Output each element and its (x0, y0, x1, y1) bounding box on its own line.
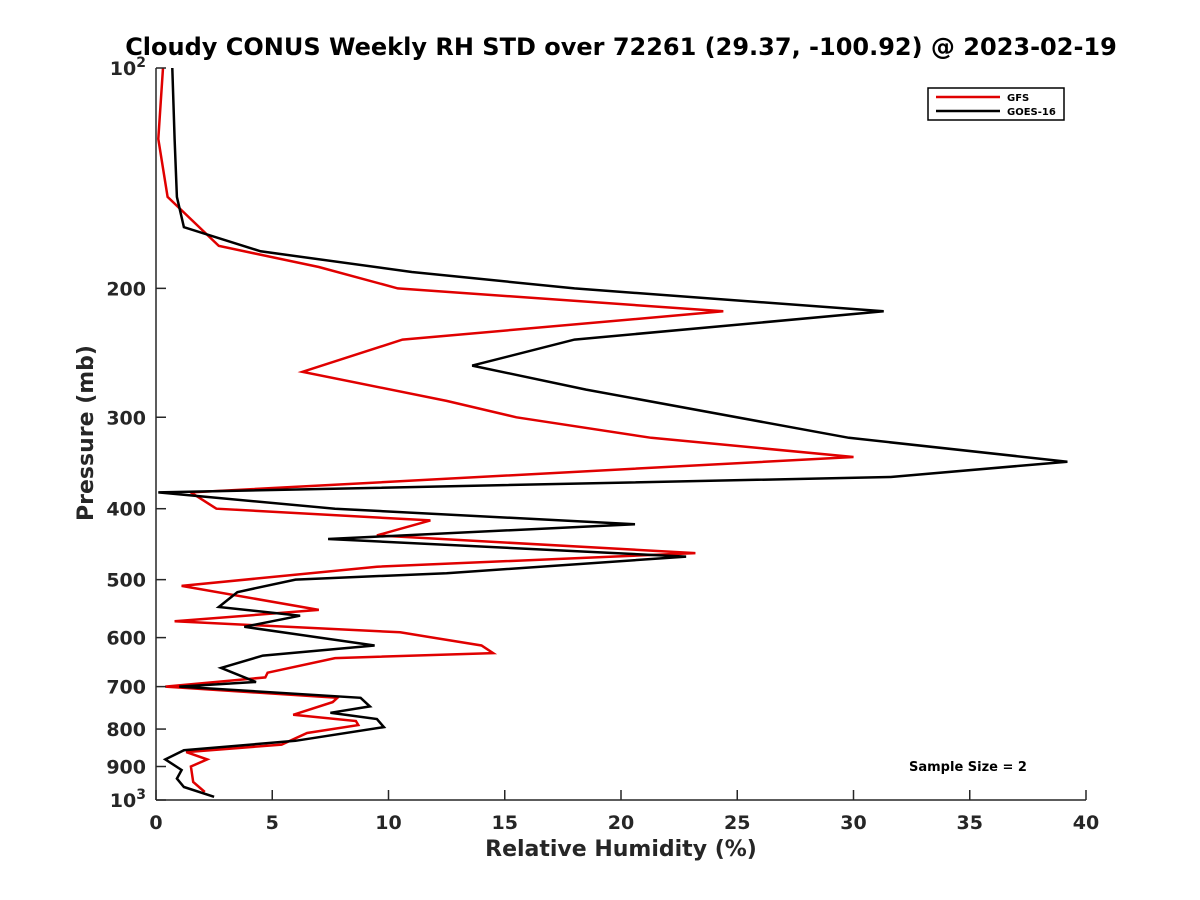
legend-box (927, 87, 1065, 121)
x-tick-label: 35 (957, 812, 983, 834)
y-axis: 102 200 300 400 500 600 700 800 900 103 (106, 55, 166, 812)
y-tick-label: 600 (106, 628, 146, 650)
x-tick-label: 10 (375, 812, 401, 834)
y-tick-label: 900 (106, 757, 146, 779)
series-line-goes-16 (158, 67, 1068, 798)
plot-area (157, 67, 1068, 798)
x-tick-label: 15 (492, 812, 518, 834)
legend: GFS GOES-16 (927, 87, 1065, 121)
y-tick-label: 500 (106, 570, 146, 592)
y-tick-label: 700 (106, 677, 146, 699)
x-axis: 0 5 10 15 20 25 30 35 40 (149, 790, 1099, 834)
y-tick-label: 400 (106, 499, 146, 521)
x-tick-label: 0 (149, 812, 162, 834)
x-tick-label: 25 (724, 812, 750, 834)
sample-size-annotation: Sample Size = 2 (909, 760, 1027, 775)
x-axis-label: Relative Humidity (%) (485, 837, 757, 862)
x-tick-label: 40 (1073, 812, 1099, 834)
y-tick-label: 102 (110, 55, 146, 80)
x-tick-label: 5 (266, 812, 279, 834)
chart-title: Cloudy CONUS Weekly RH STD over 72261 (2… (125, 33, 1117, 61)
y-tick-label: 103 (110, 787, 146, 812)
x-tick-label: 30 (840, 812, 866, 834)
y-tick-label: 800 (106, 719, 146, 741)
y-tick-label: 300 (106, 407, 146, 429)
y-axis-label: Pressure (mb) (74, 345, 99, 521)
series-line-gfs (157, 67, 854, 793)
legend-label: GOES-16 (1007, 107, 1056, 118)
x-tick-label: 20 (608, 812, 634, 834)
y-tick-label: 200 (106, 278, 146, 300)
legend-label: GFS (1007, 93, 1029, 104)
